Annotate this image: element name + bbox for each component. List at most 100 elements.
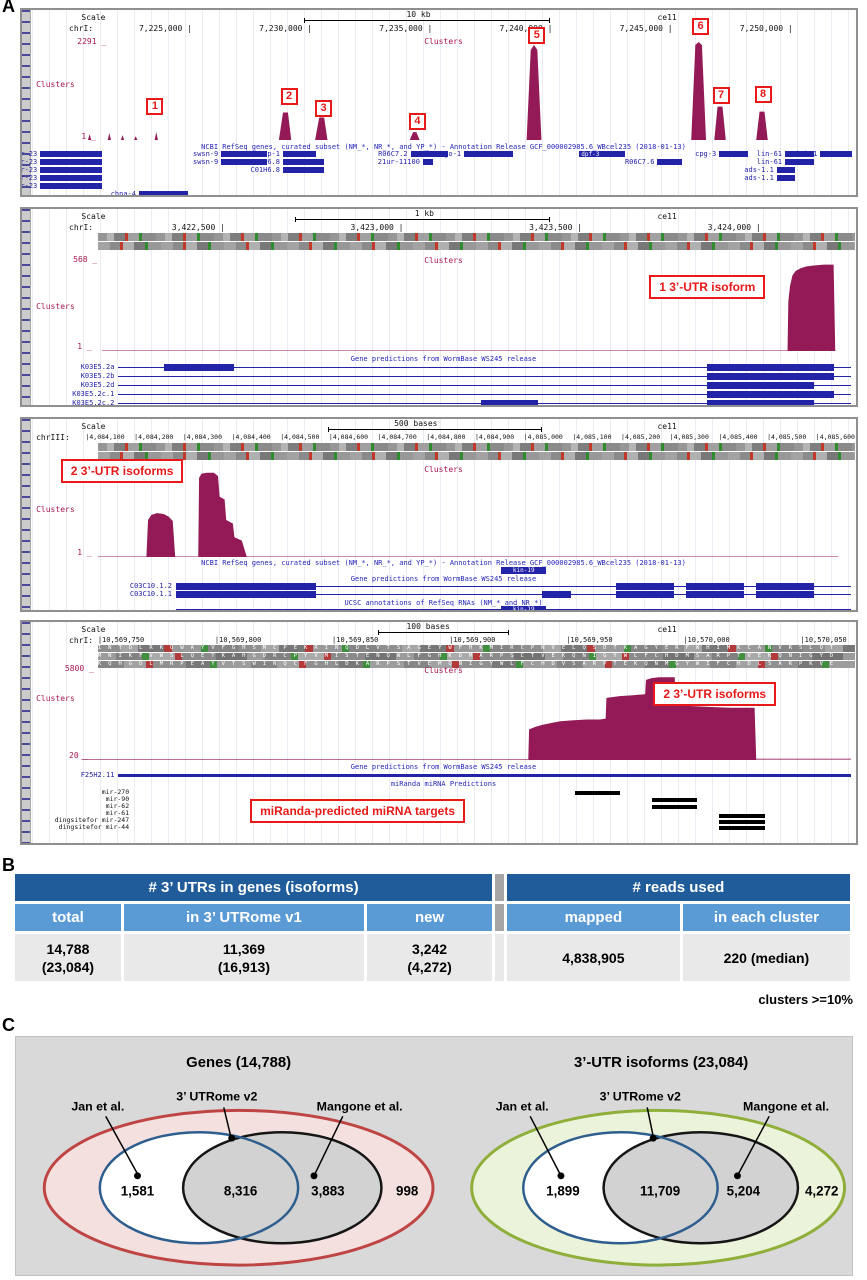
scale-bar — [328, 427, 543, 432]
gene-track: nhr-23 swsn-9 hasp-1 R06C7.2 — [22, 150, 855, 195]
exon-box[interactable] — [176, 583, 316, 590]
gene-model[interactable]: nhr-23 — [22, 174, 102, 182]
gene-model[interactable]: dpf-3 — [579, 151, 625, 158]
gene-model[interactable]: hasp-1 — [255, 150, 316, 158]
exon-box[interactable] — [163, 364, 234, 371]
scale-bar — [303, 18, 551, 23]
value-line: 11,369 — [222, 940, 265, 957]
gene-model[interactable]: ads-1.1 — [744, 166, 795, 174]
gene-model[interactable]: swsn-9 — [193, 158, 267, 166]
gene-model[interactable]: lin-61 — [757, 150, 814, 158]
gene-model[interactable]: lin-61 — [757, 158, 814, 166]
refseq-gene-box[interactable]: kin-19 — [501, 567, 547, 574]
amino-acid-row: KQHGDLMRPEAYVTSWINQCFGHLDKARPSTVEMQNIGYW… — [97, 661, 855, 668]
mirna-binding-site-bar[interactable] — [575, 791, 620, 795]
position-tick: |4,085,100 — [572, 433, 612, 441]
gene-model[interactable]: F25H2.11 — [81, 771, 851, 779]
position-tick: |4,084,500 — [280, 433, 320, 441]
exon-box[interactable] — [480, 400, 539, 405]
jan-pointer-dot — [134, 1172, 141, 1180]
gene-model[interactable]: C01H6.8 — [250, 158, 325, 166]
intron-line — [118, 367, 851, 368]
isoform-model[interactable]: K03E5.2d — [81, 381, 851, 389]
isoform-model[interactable]: C03C10.1.2 — [130, 582, 851, 590]
table-divider — [495, 934, 507, 984]
coverage-peaks — [101, 264, 836, 351]
cluster-number-box: 3 — [315, 100, 333, 117]
mirna-binding-site-bar[interactable] — [651, 798, 697, 802]
exon-box[interactable] — [686, 583, 744, 590]
gene-model[interactable]: wago-1 — [436, 150, 514, 158]
gene-model[interactable]: R06C7.2 — [378, 150, 448, 158]
gene-label: 21ur-11100 — [377, 158, 420, 166]
exon-box[interactable] — [706, 373, 835, 380]
gene-model[interactable]: nhr-23 — [22, 158, 102, 166]
table-col-header-utrome-v1: in 3’ UTRome v1 — [123, 904, 367, 934]
position-tick: |4,084,900 — [474, 433, 515, 441]
position-tick: 3,424,000 | — [707, 223, 761, 232]
venn-panel: Genes (14,788) Jan et al. 3’ UTRome v2 M… — [15, 1036, 853, 1276]
exon-box[interactable] — [542, 591, 572, 598]
isoform-model[interactable]: K03E5.2c.1 — [72, 390, 851, 398]
gene-model[interactable]: nhr-23 — [22, 150, 102, 158]
position-tick: |4,085,600 — [815, 433, 855, 441]
mirna-binding-site-bar[interactable] — [719, 820, 766, 824]
position-tick: |4,085,500 — [767, 433, 807, 441]
exon-box[interactable] — [616, 583, 674, 590]
mirna-binding-site-bar[interactable] — [719, 826, 766, 830]
gene-model[interactable]: C01H6.8 — [250, 166, 325, 174]
gene-model[interactable]: R06C7.6 — [625, 158, 683, 166]
gene-model[interactable]: ads-1.1 — [744, 174, 795, 182]
gene-model[interactable]: nhr-23 — [22, 166, 102, 174]
exon-box[interactable] — [616, 591, 674, 598]
gene-model[interactable]: nhr-23 — [22, 182, 102, 190]
exon-box[interactable] — [756, 591, 814, 598]
scale-label: Scale — [81, 13, 106, 22]
cluster-number-box: 8 — [754, 86, 772, 103]
exon-box[interactable] — [706, 364, 835, 371]
isoform-model[interactable]: K03E5.2b — [81, 372, 851, 380]
genes-outside-value: 998 — [396, 1184, 419, 1199]
isoforms-overlap-value: 11,709 — [640, 1184, 680, 1199]
position-tick: |10,570,050 — [800, 636, 847, 644]
exon-box[interactable] — [706, 382, 814, 389]
exon-box[interactable] — [686, 591, 744, 598]
position-tick: |4,084,100 — [85, 433, 125, 441]
position-tick: 3,423,000 | — [350, 223, 404, 232]
genome-browser-2: Scale 1 kb ce11 chrI: 3,422,500 | 3,423,0… — [20, 207, 858, 407]
isoform-annotation-box: 2 3’-UTR isoforms — [653, 682, 777, 706]
gene-model[interactable]: swsn-9 — [193, 150, 267, 158]
position-ticks: |10,569,750 |10,569,800 |10,569,850 |10,569… — [98, 636, 847, 644]
mirna-binding-site-bar[interactable] — [719, 814, 766, 818]
position-tick: |10,569,950 — [566, 636, 613, 644]
exon-box[interactable] — [176, 591, 316, 598]
gene-model[interactable]: 21ur-11100 — [378, 158, 433, 166]
gene-model[interactable]: chna-4 — [111, 190, 189, 195]
position-tick: |4,085,200 — [621, 433, 661, 441]
ucsc-gene-box[interactable]: kin-19 — [501, 606, 547, 610]
isoform-model[interactable]: K03E5.2a — [81, 363, 851, 371]
mirna-label: dingsitefor mir-44 — [58, 823, 130, 831]
gene-model[interactable]: cpg-3 — [695, 150, 748, 158]
mirna-binding-site-bar[interactable] — [651, 805, 697, 809]
venn-isoforms: 3’-UTR isoforms (23,084) Jan et al. 3’ U… — [470, 1055, 847, 1267]
scale-value: 100 bases — [406, 622, 450, 631]
cluster-number-box: 1 — [146, 98, 164, 115]
gene-label: nhr-23 — [20, 166, 38, 174]
scale-label: Scale — [81, 212, 106, 221]
exon-box[interactable] — [706, 400, 814, 405]
jan-pointer-line — [105, 1115, 139, 1175]
isoform-label: K03E5.2c.2 — [72, 399, 115, 407]
value-line: 4,838,905 — [562, 949, 625, 966]
mirna-label: mir-90 — [105, 795, 130, 803]
isoform-model[interactable]: C03C10.1.1 — [130, 590, 851, 598]
gene-label: nhr-23 — [20, 158, 38, 166]
utrome-pointer-dot — [228, 1134, 236, 1142]
exon-box[interactable] — [756, 583, 814, 590]
intron-line — [118, 394, 851, 395]
coverage-peaks — [87, 42, 768, 140]
gene-label: bub-1 — [796, 150, 818, 158]
value-line: 3,242 — [412, 940, 448, 957]
exon-box[interactable] — [706, 391, 835, 398]
gene-model[interactable]: bub-1 — [796, 150, 852, 158]
